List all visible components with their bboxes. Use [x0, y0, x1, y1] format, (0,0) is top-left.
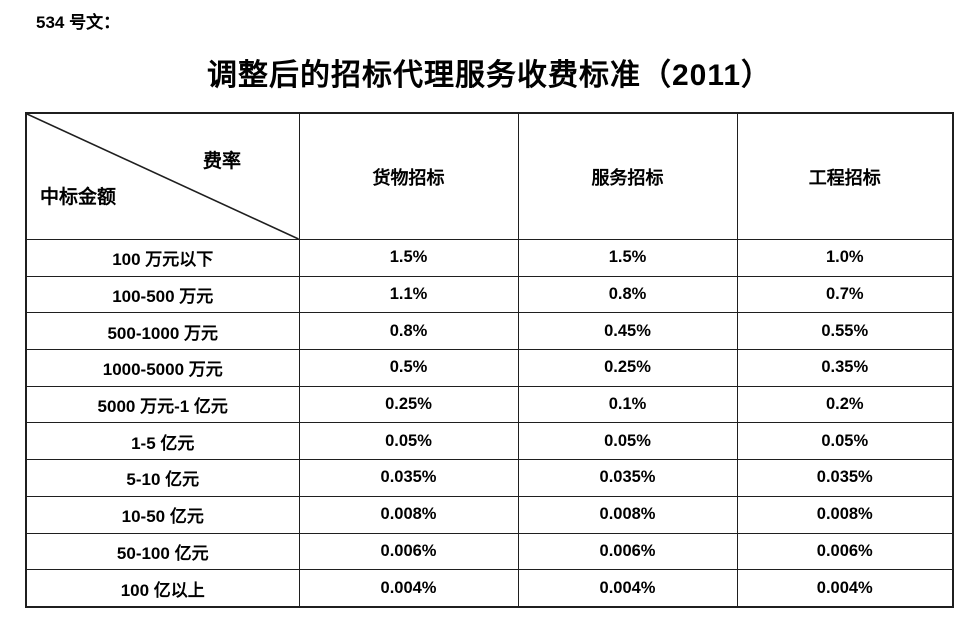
table-row: 50-100 亿元 0.006% 0.006% 0.006% — [25, 532, 954, 571]
amount-range-label: 100 亿以上 — [25, 569, 300, 608]
rate-value-cell: 0.05% — [736, 422, 954, 461]
rate-value-cell: 0.008% — [736, 495, 954, 534]
diagonal-divider-line — [27, 114, 298, 239]
amount-range-label: 100-500 万元 — [25, 275, 300, 314]
rate-value-cell: 0.004% — [298, 569, 519, 608]
rate-value-cell: 0.1% — [517, 385, 738, 424]
rate-value-cell: 0.45% — [517, 312, 738, 351]
rate-value-cell: 0.035% — [517, 459, 738, 497]
amount-range-label: 500-1000 万元 — [25, 312, 300, 351]
rate-value-cell: 0.5% — [298, 349, 519, 387]
amount-range-label: 5000 万元-1 亿元 — [25, 385, 300, 424]
table-row: 100 亿以上 0.004% 0.004% 0.004% — [25, 569, 954, 608]
table-row: 100 万元以下 1.5% 1.5% 1.0% — [25, 239, 954, 277]
amount-range-label: 1-5 亿元 — [25, 422, 300, 461]
rate-value-cell: 1.5% — [298, 239, 519, 277]
rate-value-cell: 1.5% — [517, 239, 738, 277]
rate-value-cell: 1.0% — [736, 239, 954, 277]
table-row: 10-50 亿元 0.008% 0.008% 0.008% — [25, 495, 954, 534]
table-row: 1000-5000 万元 0.5% 0.25% 0.35% — [25, 349, 954, 387]
rate-value-cell: 0.25% — [298, 385, 519, 424]
corner-label-amount: 中标金额 — [40, 187, 117, 208]
rate-value-cell: 0.035% — [736, 459, 954, 497]
rate-value-cell: 0.008% — [517, 495, 738, 534]
table-row: 5-10 亿元 0.035% 0.035% 0.035% — [25, 459, 954, 497]
amount-range-label: 5-10 亿元 — [25, 459, 300, 497]
rate-value-cell: 0.2% — [736, 385, 954, 424]
rate-value-cell: 0.8% — [517, 275, 738, 314]
rate-value-cell: 0.7% — [736, 275, 954, 314]
amount-range-label: 10-50 亿元 — [25, 495, 300, 534]
corner-label-rate: 费率 — [203, 151, 242, 172]
rate-value-cell: 0.035% — [298, 459, 519, 497]
amount-range-label: 1000-5000 万元 — [25, 349, 300, 387]
rate-value-cell: 0.006% — [298, 532, 519, 571]
rate-value-cell: 0.008% — [298, 495, 519, 534]
rate-value-cell: 1.1% — [298, 275, 519, 314]
fee-table-body: 100 万元以下 1.5% 1.5% 1.0% 100-500 万元 1.1% 0.8% 0.… — [25, 239, 954, 608]
header-row: 费率 中标金额 货物招标 服务招标 工程招标 — [25, 112, 954, 240]
table-row: 5000 万元-1 亿元 0.25% 0.1% 0.2% — [25, 385, 954, 424]
rate-value-cell: 0.25% — [517, 349, 738, 387]
document-number-label: 534 号文： — [36, 13, 121, 32]
column-header-engineering: 工程招标 — [736, 112, 954, 240]
rate-value-cell: 0.05% — [298, 422, 519, 461]
table-row: 500-1000 万元 0.8% 0.45% 0.55% — [25, 312, 954, 351]
page-title: 调整后的招标代理服务收费标准（2011） — [206, 59, 773, 92]
rate-value-cell: 0.006% — [517, 532, 738, 571]
rate-value-cell: 0.55% — [736, 312, 954, 351]
rate-value-cell: 0.004% — [517, 569, 738, 608]
rate-value-cell: 0.35% — [736, 349, 954, 387]
fee-rate-table: 费率 中标金额 货物招标 服务招标 工程招标 100 万元以下 1.5% 1.5% 1… — [25, 112, 954, 608]
column-header-services: 服务招标 — [517, 112, 738, 240]
rate-value-cell: 0.004% — [736, 569, 954, 608]
rate-value-cell: 0.05% — [517, 422, 738, 461]
table-row: 100-500 万元 1.1% 0.8% 0.7% — [25, 275, 954, 314]
amount-range-label: 100 万元以下 — [25, 239, 300, 277]
amount-range-label: 50-100 亿元 — [25, 532, 300, 571]
table-row: 1-5 亿元 0.05% 0.05% 0.05% — [25, 422, 954, 461]
rate-value-cell: 0.006% — [736, 532, 954, 571]
diagonal-corner-cell: 费率 中标金额 — [25, 112, 300, 240]
column-header-goods: 货物招标 — [298, 112, 519, 240]
rate-value-cell: 0.8% — [298, 312, 519, 351]
